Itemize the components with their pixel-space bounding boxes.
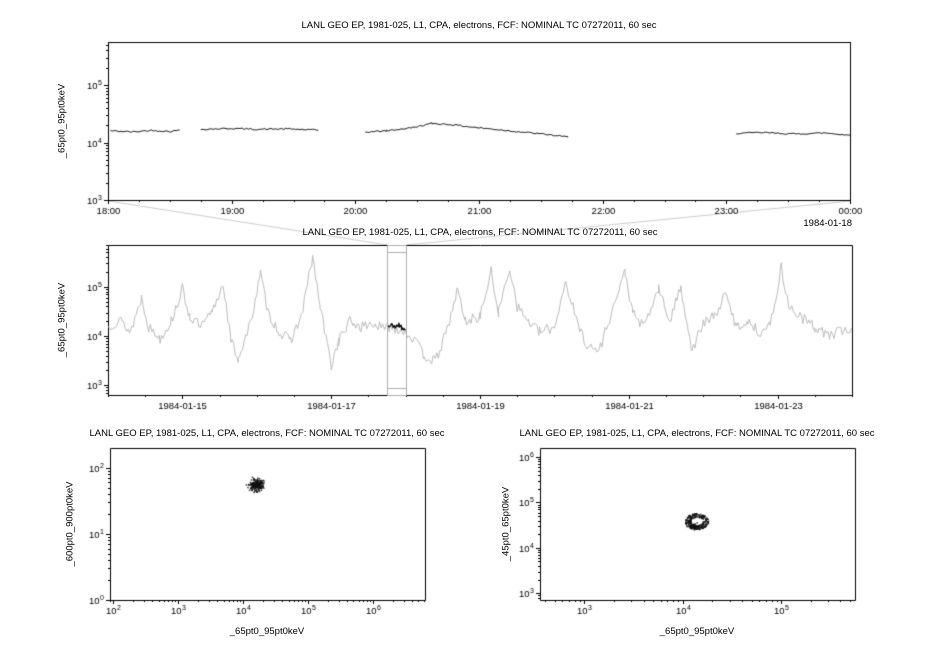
panel4-x-axis-label: _65pt0_95pt0keV [659,626,735,637]
panel4-plot-area[interactable] [540,448,855,600]
panel1-plot-area[interactable] [108,42,850,200]
panel3-plot-area[interactable] [110,448,425,600]
panel2-y-axis-label: _65pt0_95pt0keV [56,282,68,358]
panel3-y-axis-label: _600pt0_900pt0keV [64,481,76,567]
panel1-y-axis-label: _65pt0_95pt0keV [56,83,68,159]
panel2-plot-area[interactable] [108,245,852,395]
panel4-y-axis-label: _45pt0_65pt0keV [500,486,512,562]
panel4-title: LANL GEO EP, 1981-025, L1, CPA, electron… [519,428,875,439]
panel1-title: LANL GEO EP, 1981-025, L1, CPA, electron… [301,20,657,31]
panel3-title: LANL GEO EP, 1981-025, L1, CPA, electron… [89,428,445,439]
time-range-selection-box[interactable] [387,245,406,395]
panel2-title: LANL GEO EP, 1981-025, L1, CPA, electron… [302,227,658,238]
panel1-axis-date-label: 1984-01-18 [803,218,852,229]
panel3-x-axis-label: _65pt0_95pt0keV [229,626,305,637]
